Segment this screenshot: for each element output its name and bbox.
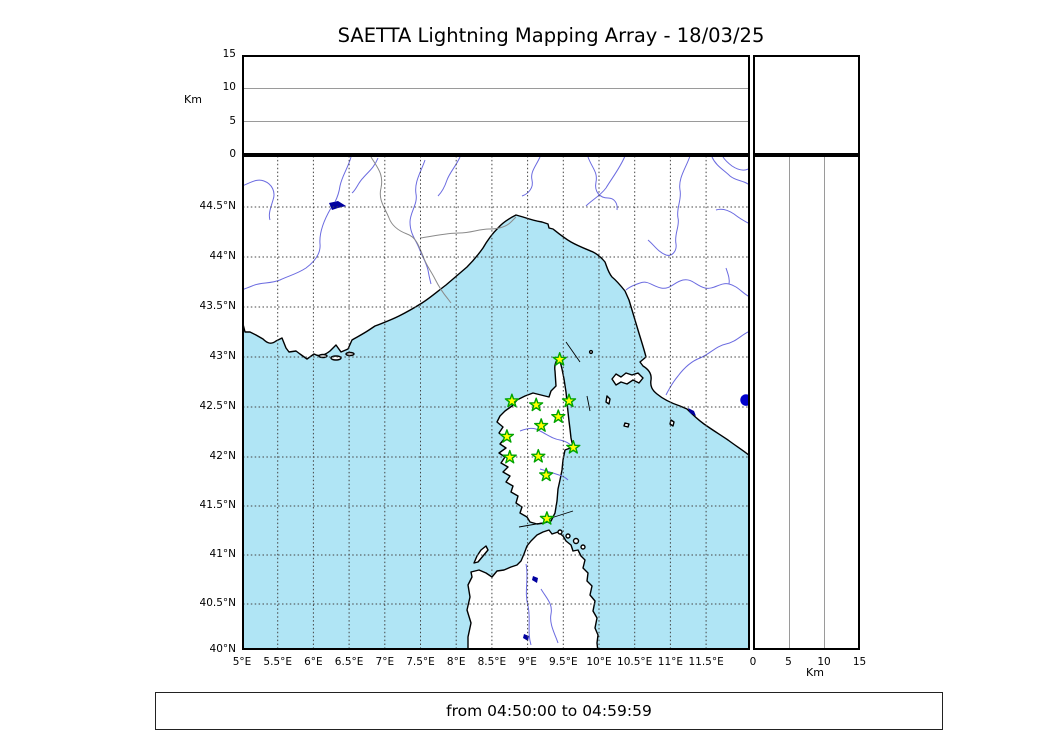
map-x-tick: 10.5°E [617, 656, 653, 668]
lake-sardinia-1 [532, 576, 538, 583]
island-maddalena-3 [572, 537, 580, 545]
station-star-marker [531, 448, 546, 463]
station-star-marker [539, 511, 554, 525]
alt-y-tick: 0 [229, 148, 236, 160]
station-star-marker [552, 352, 567, 366]
map-y-tick: 44°N [209, 250, 236, 262]
map-y-tick: 40.5°N [199, 597, 236, 609]
time-range-text: from 04:50:00 to 04:59:59 [446, 702, 652, 720]
ralt-x-tick: 5 [785, 656, 792, 668]
station-star-marker [504, 393, 520, 408]
time-range-box: from 04:50:00 to 04:59:59 [155, 692, 943, 730]
station-markers [499, 352, 581, 525]
island-pianosa [623, 422, 630, 428]
lightning-source-markers [740, 394, 750, 406]
station-star-marker [566, 440, 581, 454]
map-x-tick: 11.5°E [688, 656, 724, 668]
map-x-tick: 11°E [657, 656, 684, 668]
map-x-tick: 8°E [446, 656, 466, 668]
island-maddalena-4 [580, 544, 586, 550]
map-x-tick: 6°E [304, 656, 323, 668]
coast-detail-lines [518, 341, 591, 528]
map-x-tick: 8.5°E [477, 656, 507, 668]
island-giraglia [588, 349, 594, 355]
map-y-tick: 44.5°N [199, 200, 236, 212]
ralt-x-tick: 15 [852, 656, 867, 668]
map-y-tick: 41°N [209, 548, 236, 560]
map-x-tick: 6.5°E [334, 656, 364, 668]
map-panel-canvas [242, 155, 750, 650]
coastline-mainland [242, 155, 750, 457]
station-star-marker [499, 429, 515, 443]
map-x-tick: 7.5°E [406, 656, 435, 668]
lightning-source-dot [740, 394, 750, 406]
map-y-tick: 42.5°N [199, 400, 236, 412]
map-y-tick: 43°N [209, 350, 236, 362]
island-capraia [605, 395, 611, 405]
rivers [242, 155, 750, 646]
alt-y-tick: 5 [229, 114, 236, 127]
altitude-longitude-panel [242, 55, 750, 155]
ralt-axis-unit-label: Km [806, 666, 824, 679]
map-x-tick: 7°E [375, 656, 395, 668]
lake-serre-poncon [329, 201, 346, 210]
ralt-x-tick: 0 [749, 656, 757, 668]
island-hyeres-3 [345, 351, 355, 357]
ralt-gridline-5km [789, 157, 790, 648]
altitude-latitude-panel [753, 155, 860, 650]
island-maddalena-2 [565, 533, 571, 539]
map-x-tick: 10°E [586, 656, 612, 668]
alt-gridline-10km [244, 88, 748, 89]
station-star-marker [561, 393, 577, 408]
map-y-tick: 43.5°N [199, 300, 236, 312]
ralt-gridline-10km [824, 157, 825, 648]
station-star-marker [529, 397, 544, 412]
coastline-sardinia [466, 529, 599, 650]
admin-borders [370, 156, 517, 304]
island-hyeres-2 [330, 355, 342, 361]
coastline-corsica [496, 356, 574, 525]
station-star-marker [502, 449, 517, 464]
chart-title: SAETTA Lightning Mapping Array - 18/03/2… [337, 24, 765, 47]
lagoon-orbetello [688, 408, 696, 416]
map-x-tick: 5.5°E [263, 656, 292, 668]
station-star-marker [534, 418, 549, 432]
ralt-x-tick: 10 [817, 656, 831, 668]
alt-axis-unit-label: Km [184, 93, 202, 106]
island-maddalena-1 [557, 529, 563, 535]
altitude-histogram-panel [753, 55, 860, 155]
map-y-tick: 41.5°N [199, 499, 236, 511]
island-elba [611, 372, 644, 386]
map-y-tick: 42°N [209, 450, 236, 462]
map-gridlines [243, 156, 749, 649]
map-y-tick: 40°N [209, 643, 236, 655]
alt-gridline-5km [244, 121, 748, 122]
alt-y-tick: 10 [222, 81, 236, 94]
station-star-marker [551, 409, 566, 423]
landmasses [242, 155, 750, 650]
map-x-tick: 9°E [518, 656, 537, 668]
map-x-tick: 9.5°E [549, 656, 578, 668]
map-x-tick: 5°E [232, 656, 252, 668]
station-star-marker [539, 467, 554, 482]
alt-y-tick: 15 [222, 48, 236, 60]
